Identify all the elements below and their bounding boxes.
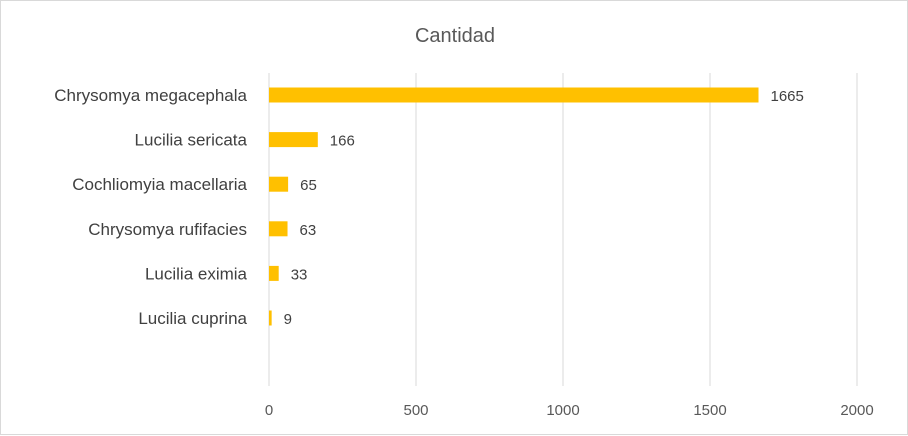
category-label: Chrysomya megacephala <box>54 86 247 105</box>
bars <box>269 87 759 326</box>
x-tick-label: 2000 <box>840 402 873 419</box>
bar <box>269 265 279 281</box>
category-label: Lucilia sericata <box>135 131 248 150</box>
gridlines <box>268 73 858 386</box>
data-label: 33 <box>291 266 308 283</box>
category-label: Lucilia cuprina <box>138 309 247 328</box>
category-label: Chrysomya rufifacies <box>88 220 247 239</box>
data-label: 166 <box>330 133 355 150</box>
x-tick-label: 1000 <box>546 402 579 419</box>
bar <box>269 310 272 326</box>
data-label: 9 <box>284 311 292 328</box>
category-label: Lucilia eximia <box>145 264 248 283</box>
data-label: 65 <box>300 177 317 194</box>
x-tick-label: 0 <box>265 402 273 419</box>
value-labels: 1665 166 65 63 33 9 <box>284 88 804 328</box>
data-label: 63 <box>300 222 317 239</box>
bar <box>269 176 289 192</box>
chart-title: Cantidad <box>415 25 495 47</box>
category-labels: Chrysomya megacephala Lucilia sericata Coc… <box>54 86 247 328</box>
bar <box>269 87 759 103</box>
bar <box>269 132 318 148</box>
data-label: 1665 <box>771 88 804 105</box>
x-axis-ticks: 0 500 1000 1500 2000 <box>265 402 874 419</box>
category-label: Cochliomyia macellaria <box>72 175 247 194</box>
bar <box>269 221 288 237</box>
x-tick-label: 500 <box>403 402 428 419</box>
x-tick-label: 1500 <box>693 402 726 419</box>
